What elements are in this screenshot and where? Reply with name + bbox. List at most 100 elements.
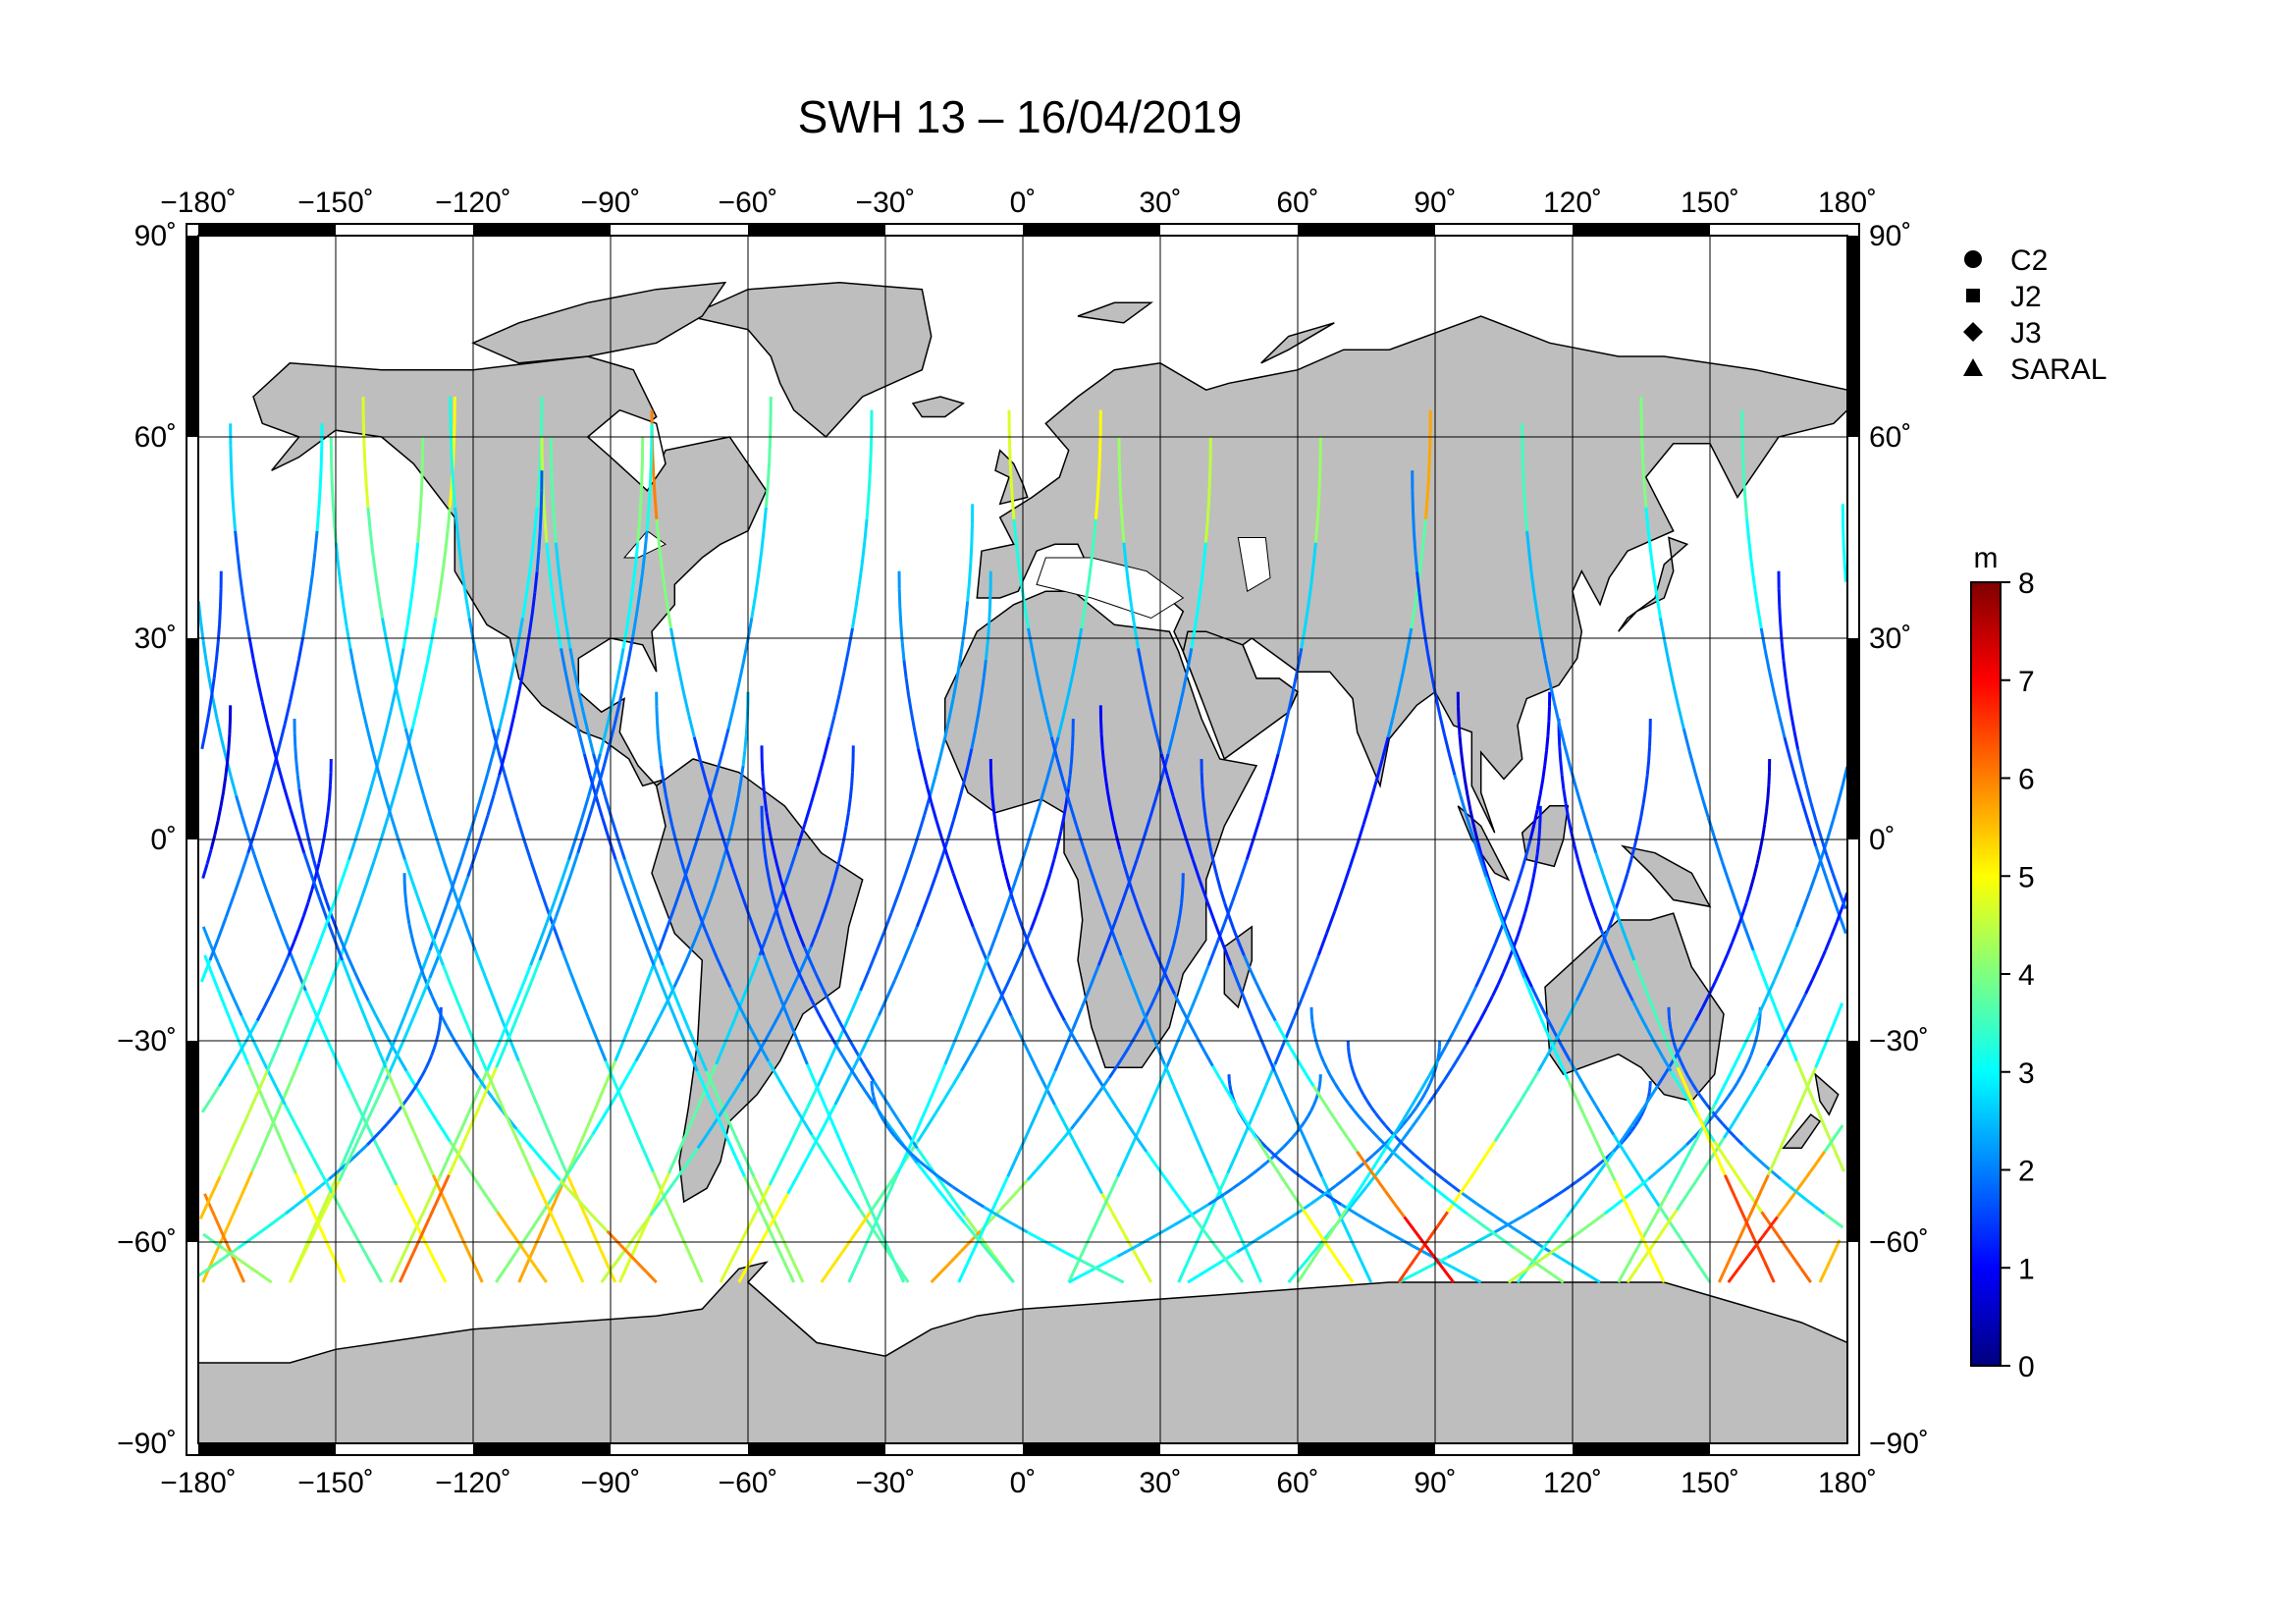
track-segment [1095, 889, 1107, 912]
track-segment [1314, 1041, 1320, 1050]
track-segment [278, 724, 287, 746]
track-segment [1532, 595, 1539, 618]
legend-label-j2: J2 [2010, 281, 2042, 313]
track-segment [514, 1127, 526, 1141]
lat-tick-label-left: 0˚ [150, 824, 177, 856]
track-segment [1526, 889, 1533, 902]
track-segment [1296, 1267, 1309, 1283]
track-segment [507, 662, 516, 685]
track-segment [1304, 605, 1310, 627]
track-segment [1425, 475, 1431, 498]
track-segment [1201, 1228, 1214, 1244]
track-segment [877, 1110, 882, 1117]
track-segment [1801, 891, 1812, 910]
track-segment [335, 929, 345, 946]
track-segment [1008, 454, 1013, 476]
map-title: SWH 13 – 16/04/2019 [797, 91, 1243, 142]
track-segment [1301, 1133, 1314, 1157]
track-segment [1740, 1182, 1753, 1199]
track-segment [348, 648, 356, 671]
track-segment [803, 801, 813, 826]
track-segment [1679, 1237, 1692, 1254]
track-segment [1131, 892, 1140, 908]
lat-tick-label-left: 90˚ [134, 220, 177, 252]
track-segment [1386, 715, 1395, 738]
track-segment [594, 795, 604, 818]
track-segment [293, 1121, 305, 1141]
track-segment [394, 669, 401, 691]
track-segment [460, 1238, 474, 1262]
track-segment [907, 1150, 916, 1158]
lon-tick-label-bottom: −180˚ [160, 1467, 237, 1499]
track-segment [1479, 853, 1487, 870]
track-segment [1561, 1013, 1572, 1030]
track-segment [1652, 1261, 1666, 1283]
track-segment [961, 766, 970, 785]
track-segment [1181, 669, 1190, 691]
track-segment [341, 944, 350, 959]
track-segment [1442, 1268, 1455, 1283]
track-segment [1483, 868, 1492, 885]
track-segment [1374, 1111, 1382, 1120]
track-segment [1494, 927, 1503, 944]
track-segment [1684, 1180, 1697, 1197]
track-segment [416, 683, 425, 708]
track-segment [1686, 1075, 1693, 1084]
track-segment [777, 1145, 791, 1166]
track-segment [411, 971, 423, 996]
track-segment [256, 1225, 268, 1236]
track-segment [1706, 817, 1717, 840]
track-segment [705, 1063, 718, 1087]
track-segment [1832, 1218, 1844, 1229]
track-segment [1667, 1045, 1680, 1068]
track-segment [366, 1000, 377, 1015]
track-segment [626, 1059, 638, 1077]
track-segment [635, 1261, 648, 1273]
track-segment [256, 1070, 269, 1093]
track-segment [537, 1215, 551, 1239]
track-segment [1644, 507, 1650, 530]
track-segment [560, 859, 570, 882]
track-segment [1048, 859, 1056, 875]
track-segment [457, 1112, 470, 1135]
track-segment [925, 1164, 934, 1173]
track-segment [1568, 1000, 1578, 1015]
track-segment [760, 817, 765, 831]
track-segment [848, 1192, 861, 1210]
track-segment [1643, 775, 1649, 789]
track-segment [1560, 1045, 1572, 1062]
track-segment [943, 1042, 956, 1065]
track-segment [1201, 542, 1207, 565]
track-segment [637, 900, 649, 924]
track-segment [670, 824, 677, 840]
track-segment [408, 584, 415, 607]
track-segment [1109, 1098, 1121, 1113]
track-segment [235, 795, 243, 816]
track-segment [1460, 1001, 1470, 1018]
track-segment [421, 662, 429, 685]
track-segment [661, 986, 672, 1008]
legend-label-saral: SARAL [2010, 353, 2107, 386]
track-segment [1800, 801, 1811, 826]
track-segment [1276, 731, 1285, 755]
track-segment [302, 1139, 315, 1159]
track-segment [984, 641, 989, 661]
track-segment [1171, 795, 1181, 818]
track-segment [1799, 1267, 1812, 1283]
track-segment [1747, 540, 1753, 564]
track-segment [1668, 1020, 1673, 1029]
track-segment [572, 1148, 585, 1165]
track-segment [260, 702, 269, 725]
track-segment [1204, 824, 1210, 839]
track-segment [498, 706, 507, 730]
track-segment [1410, 1114, 1422, 1129]
track-segment [687, 715, 696, 738]
track-segment [506, 1224, 518, 1241]
track-segment [1766, 1051, 1778, 1067]
track-segment [1145, 1004, 1152, 1017]
track-segment [1580, 809, 1591, 833]
track-segment [1557, 732, 1562, 747]
track-segment [839, 839, 846, 854]
track-segment [1804, 1163, 1817, 1179]
